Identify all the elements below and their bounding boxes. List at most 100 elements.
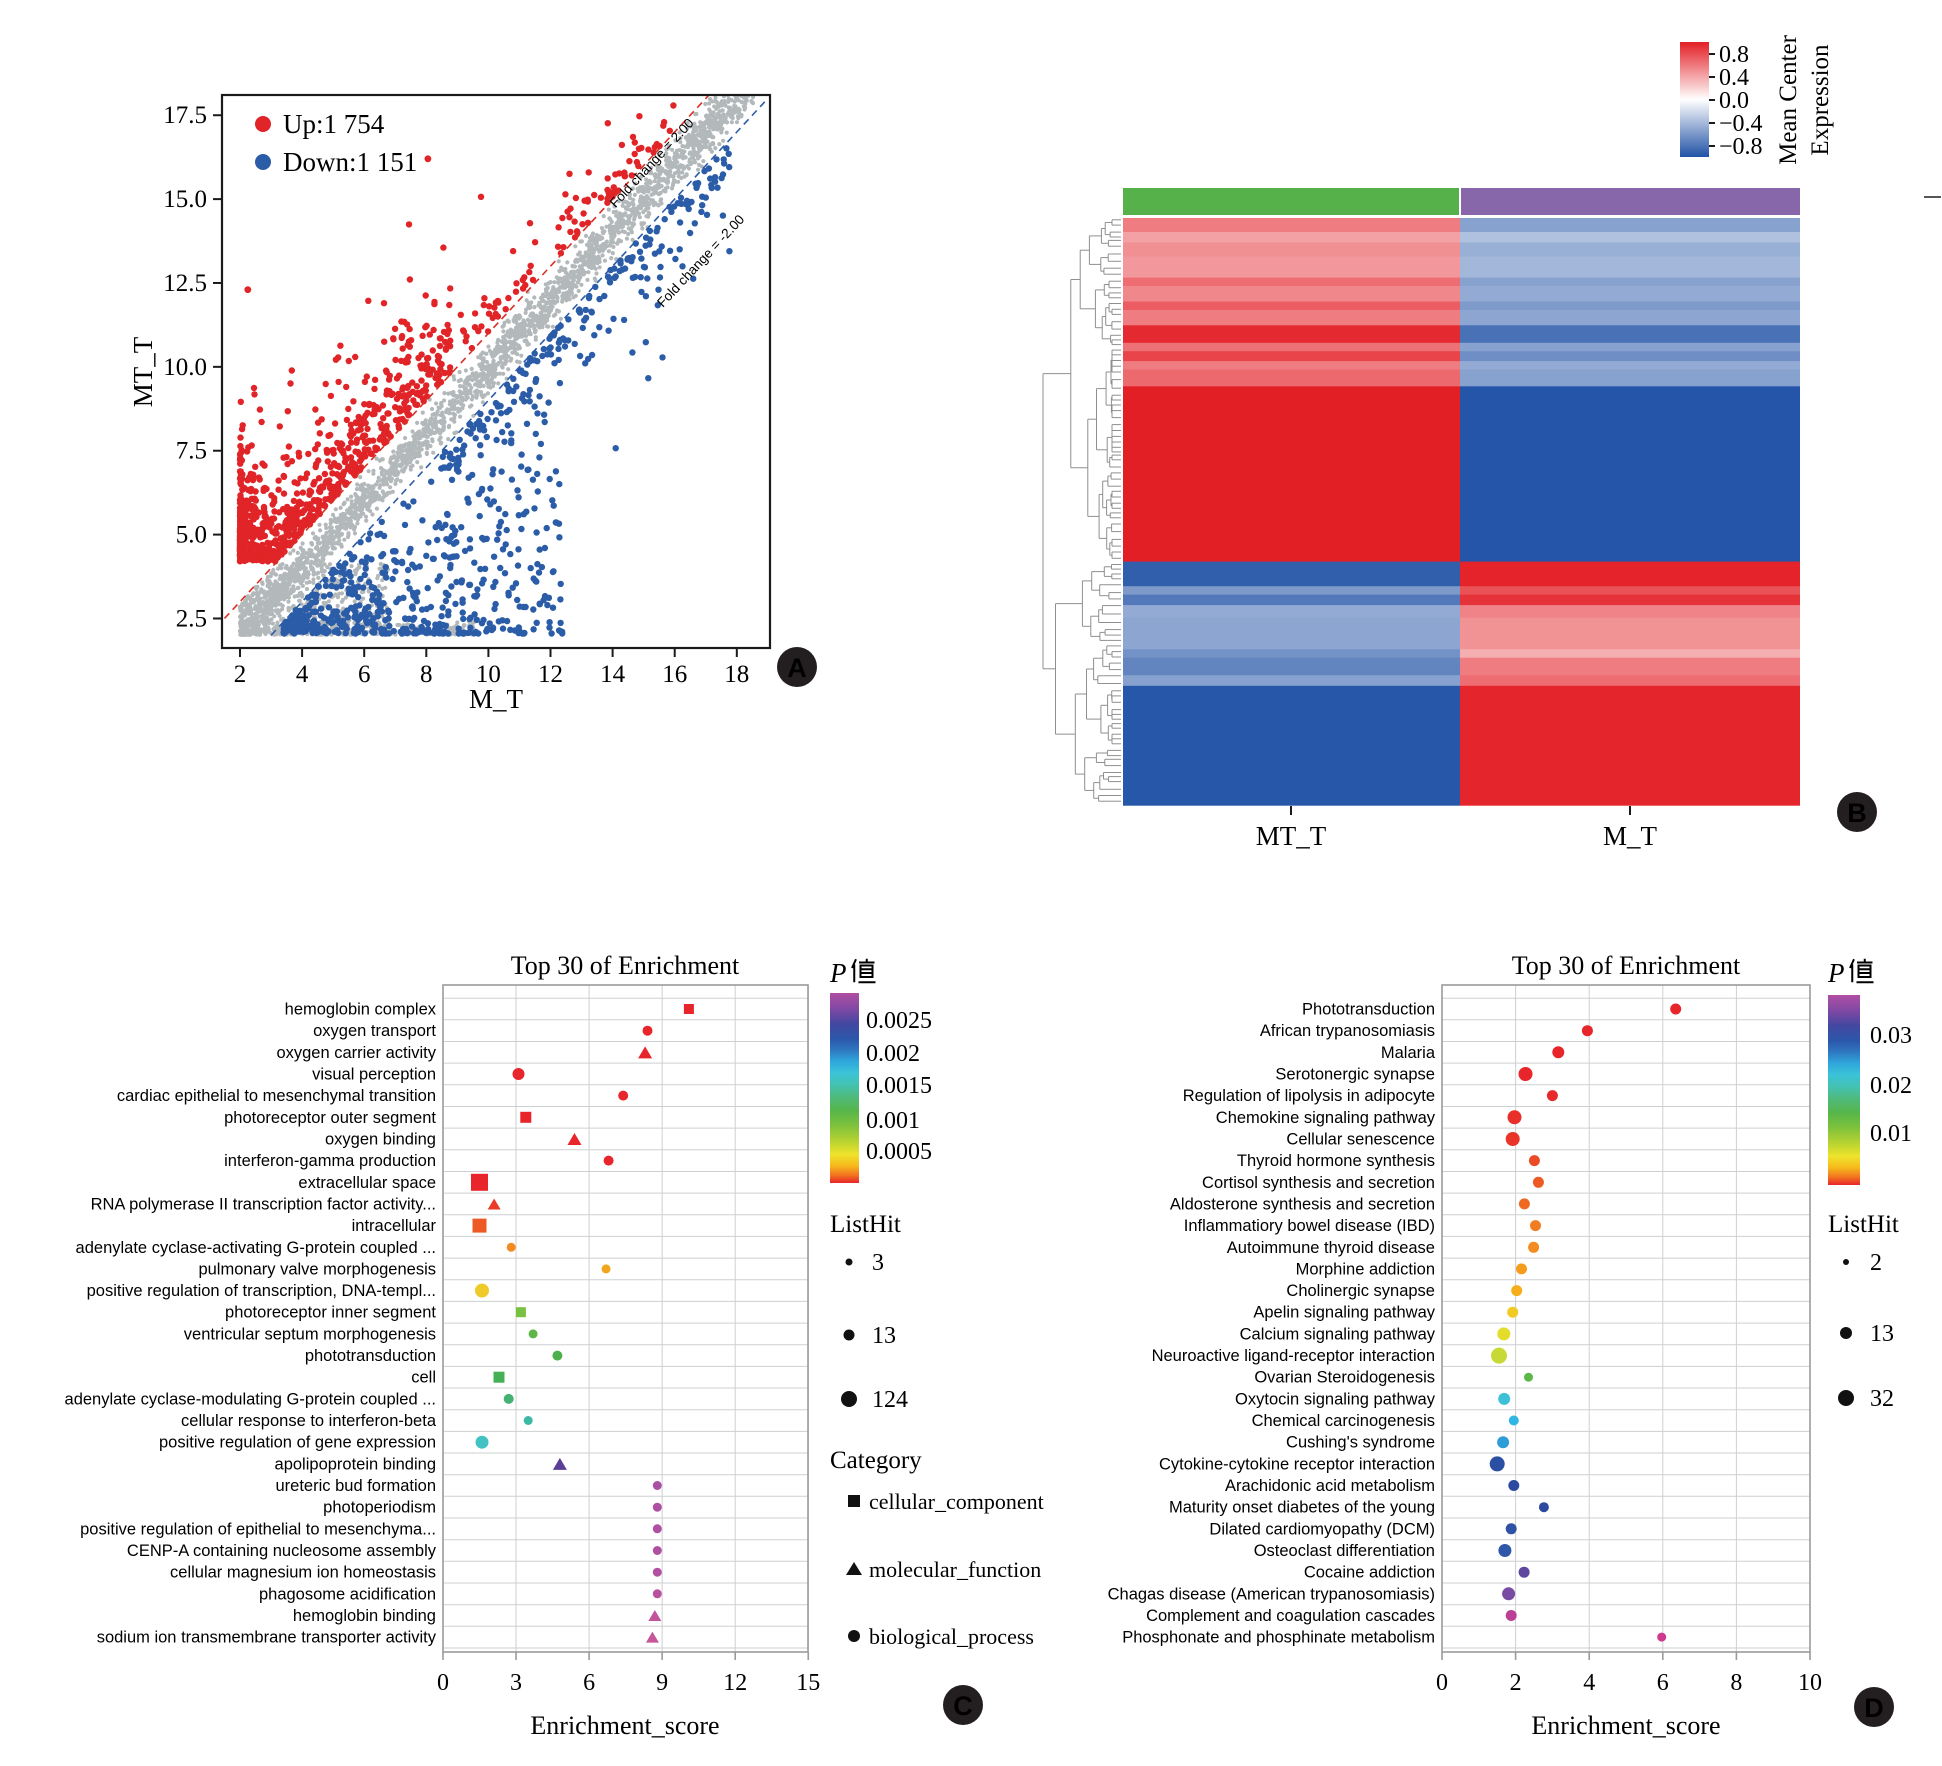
dot [1497,1436,1510,1449]
zhi-character-icon [851,958,876,984]
term-label: Cushing's syndrome [1286,1434,1435,1452]
heatmap-generated: 0.80.40.0−0.4−0.8 [1042,42,1800,815]
term-label: photoperiodism [323,1499,436,1517]
colorbar-tick-label: 0.4 [1719,65,1749,91]
panel-letter-badge [1854,1687,1894,1727]
panel-letter: D [1864,1693,1884,1723]
pvalue-tick-label: 0.0025 [866,1008,932,1034]
dot [1508,1415,1519,1426]
term-label: oxygen carrier activity [276,1044,436,1062]
size-legend-value: 32 [1870,1386,1894,1412]
term-label: Arachidonic acid metabolism [1225,1477,1435,1495]
dot [552,1457,567,1470]
term-label: positive regulation of gene expression [159,1434,436,1452]
dot [1670,1003,1682,1015]
category-legend-marker [846,1562,862,1575]
x-tick-label: 8 [1730,1670,1742,1696]
dot [503,1393,514,1404]
dot [652,1502,662,1512]
term-labels: Phototransduction African trypanosomiasis… [1108,1001,1436,1647]
dot [1532,1176,1544,1188]
term-label: Inflammatiory bowel disease (IBD) [1184,1217,1435,1235]
panel-letter-badge [777,647,817,687]
up-points [236,102,677,565]
term-label: Serotonergic synapse [1275,1066,1435,1084]
term-label: adenylate cyclase-modulating G-protein c… [65,1390,436,1408]
dot [471,1173,488,1191]
dot [1505,1523,1517,1535]
term-label: RNA polymerase II transcription factor a… [91,1195,436,1213]
size-legend-marker [1838,1390,1854,1406]
plot-frame [1441,984,1811,1653]
dot [603,1155,614,1166]
dot [652,1567,662,1577]
term-label: Autoimmune thyroid disease [1227,1239,1435,1257]
size-legend-value: 124 [872,1387,908,1413]
term-label: Cholinergic synapse [1286,1282,1435,1300]
dot [515,1307,526,1318]
size-legend-title: ListHit [1828,1211,1899,1238]
x-tick-label: 9 [656,1670,668,1696]
grid-lines [1442,985,1810,1652]
dot [1491,1347,1507,1364]
dot [1498,1544,1512,1557]
term-label: Dilated cardiomyopathy (DCM) [1209,1520,1435,1538]
term-label: phototransduction [305,1347,436,1365]
colorbar-tick-label: −0.8 [1719,134,1763,160]
term-label: Thyroid hormone synthesis [1237,1152,1435,1170]
dot [487,1198,501,1210]
scatter-points [223,96,766,637]
dot [493,1371,505,1383]
dot [1507,1306,1519,1318]
dot [1528,1241,1540,1253]
term-label: Oxytocin signaling pathway [1235,1390,1436,1408]
term-label: Malaria [1381,1044,1436,1062]
term-label: pulmonary valve morphogenesis [198,1260,436,1278]
dot [475,1283,489,1298]
fold-change-down-line [270,101,766,636]
term-label: cellular response to interferon-beta [181,1412,437,1430]
size-legend-value: 3 [872,1250,884,1276]
term-label: Cortisol synthesis and secretion [1202,1174,1435,1192]
x-tick-label: 0 [1436,1670,1448,1696]
y-tick-label: 2.5 [176,605,207,632]
pvalue-tick-label: 0.0015 [866,1073,932,1099]
term-label: photoreceptor inner segment [225,1304,436,1322]
x-tick-label: 16 [662,661,687,688]
colorbar-tick-label: 0.8 [1719,42,1749,68]
term-label: Regulation of lipolysis in adipocyte [1183,1087,1435,1105]
y-tick-label: 17.5 [163,102,207,129]
x-tick-label: 4 [296,661,309,688]
dot [1505,1132,1520,1146]
dot [475,1435,489,1449]
dot [1511,1285,1523,1297]
colorbar-title-line1: Mean Center [1775,34,1802,164]
term-label: Chemokine signaling pathway [1216,1109,1436,1127]
dot [618,1090,629,1101]
x-tick-label: 0 [437,1670,449,1696]
dot [648,1609,662,1621]
panel-b-heatmap: 0.80.40.0−0.4−0.8 Mean Center Expression… [1042,34,1941,851]
legend-up-label: Up:1 754 [283,109,385,139]
dot [652,1546,662,1555]
legend-down-marker [255,154,271,170]
term-label: ureteric bud formation [276,1477,437,1495]
scatter-generated: 2 4 6 8 10 12 14 16 18 2.5 5.0 7.5 10.0 12.5 15.0 17.5 [163,93,772,688]
x-axis-label: Enrichment_score [530,1711,719,1740]
zhi-character-icon [1849,958,1874,984]
dot [683,1004,694,1014]
size-legend-marker [841,1391,857,1407]
size-legend-title: ListHit [830,1211,901,1238]
chart-title: Top 30 of Enrichment [511,951,740,980]
dot [1538,1502,1549,1513]
fold-change-up-line [223,96,710,620]
pvalue-colorbar [830,993,859,1183]
pvalue-tick-label: 0.03 [1870,1023,1912,1049]
term-label: Cellular senescence [1286,1131,1435,1149]
y-tick-label: 12.5 [163,270,207,297]
legend-up-marker [255,116,271,132]
term-labels: hemoglobin complex oxygen transport oxygen… [65,1001,437,1647]
size-legend-marker [845,1258,853,1266]
panel-letter: B [1847,798,1867,828]
panel-letter-badge [943,1685,983,1725]
